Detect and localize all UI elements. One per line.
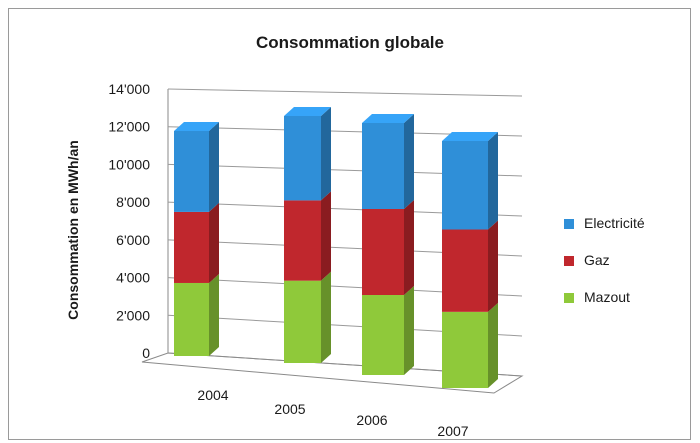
bar-segment-side — [404, 114, 414, 209]
bar-segment — [362, 295, 404, 375]
legend: Electricité Gaz Mazout — [564, 215, 645, 305]
legend-label: Electricité — [584, 215, 645, 231]
bar-segment-side — [321, 191, 331, 281]
bar-top — [174, 122, 219, 131]
bar-segment — [284, 200, 321, 281]
bar-segment — [284, 116, 321, 201]
bar-top — [442, 132, 498, 141]
bar-segment — [442, 141, 488, 230]
bar-top — [284, 107, 331, 116]
x-axis-ticks: 2004 2005 2006 2007 — [197, 387, 468, 439]
y-tick-label: 2'000 — [116, 307, 150, 323]
bar-segment — [442, 229, 488, 312]
y-tick-label: 12'000 — [108, 119, 150, 135]
legend-swatch — [564, 256, 574, 266]
bar-segment-side — [321, 107, 331, 201]
y-tick-label: 10'000 — [108, 156, 150, 172]
bar-segment-side — [404, 286, 414, 375]
bar-segment-side — [209, 122, 219, 212]
bar-segment — [174, 131, 209, 212]
bar-segment — [284, 280, 321, 363]
bar-segment — [362, 209, 404, 295]
x-tick-label: 2007 — [437, 423, 468, 439]
bar-segment-side — [488, 302, 498, 388]
bar-segment — [174, 282, 209, 356]
legend-label: Mazout — [584, 289, 630, 305]
chart-title: Consommation globale — [256, 33, 444, 52]
bar-segment-side — [209, 273, 219, 356]
bar-segment-side — [488, 132, 498, 230]
bar-segment-side — [488, 220, 498, 312]
y-axis-ticks: 0 2'000 4'000 6'000 8'000 10'000 12'000 14'000 — [108, 81, 150, 361]
bar-segment-side — [321, 271, 331, 363]
y-tick-label: 8'000 — [116, 194, 150, 210]
bar-segment-side — [404, 200, 414, 295]
y-tick-label: 14'000 — [108, 81, 150, 97]
bar-top — [362, 114, 414, 123]
x-tick-label: 2006 — [356, 412, 387, 428]
bar-segment — [442, 311, 488, 388]
gridline — [167, 88, 523, 97]
chart-frame — [8, 8, 691, 440]
legend-swatch — [564, 219, 574, 229]
bar-segment-side — [209, 202, 219, 283]
y-axis-label: Consommation en MWh/an — [65, 140, 81, 320]
legend-swatch — [564, 293, 574, 303]
legend-label: Gaz — [584, 252, 610, 268]
bar-segment — [174, 211, 209, 283]
x-tick-label: 2004 — [197, 387, 228, 403]
bars — [174, 107, 498, 388]
y-tick-label: 4'000 — [116, 270, 150, 286]
y-tick-label: 6'000 — [116, 232, 150, 248]
y-tick-label: 0 — [142, 345, 150, 361]
bar-segment — [362, 123, 404, 209]
x-tick-label: 2005 — [274, 401, 305, 417]
